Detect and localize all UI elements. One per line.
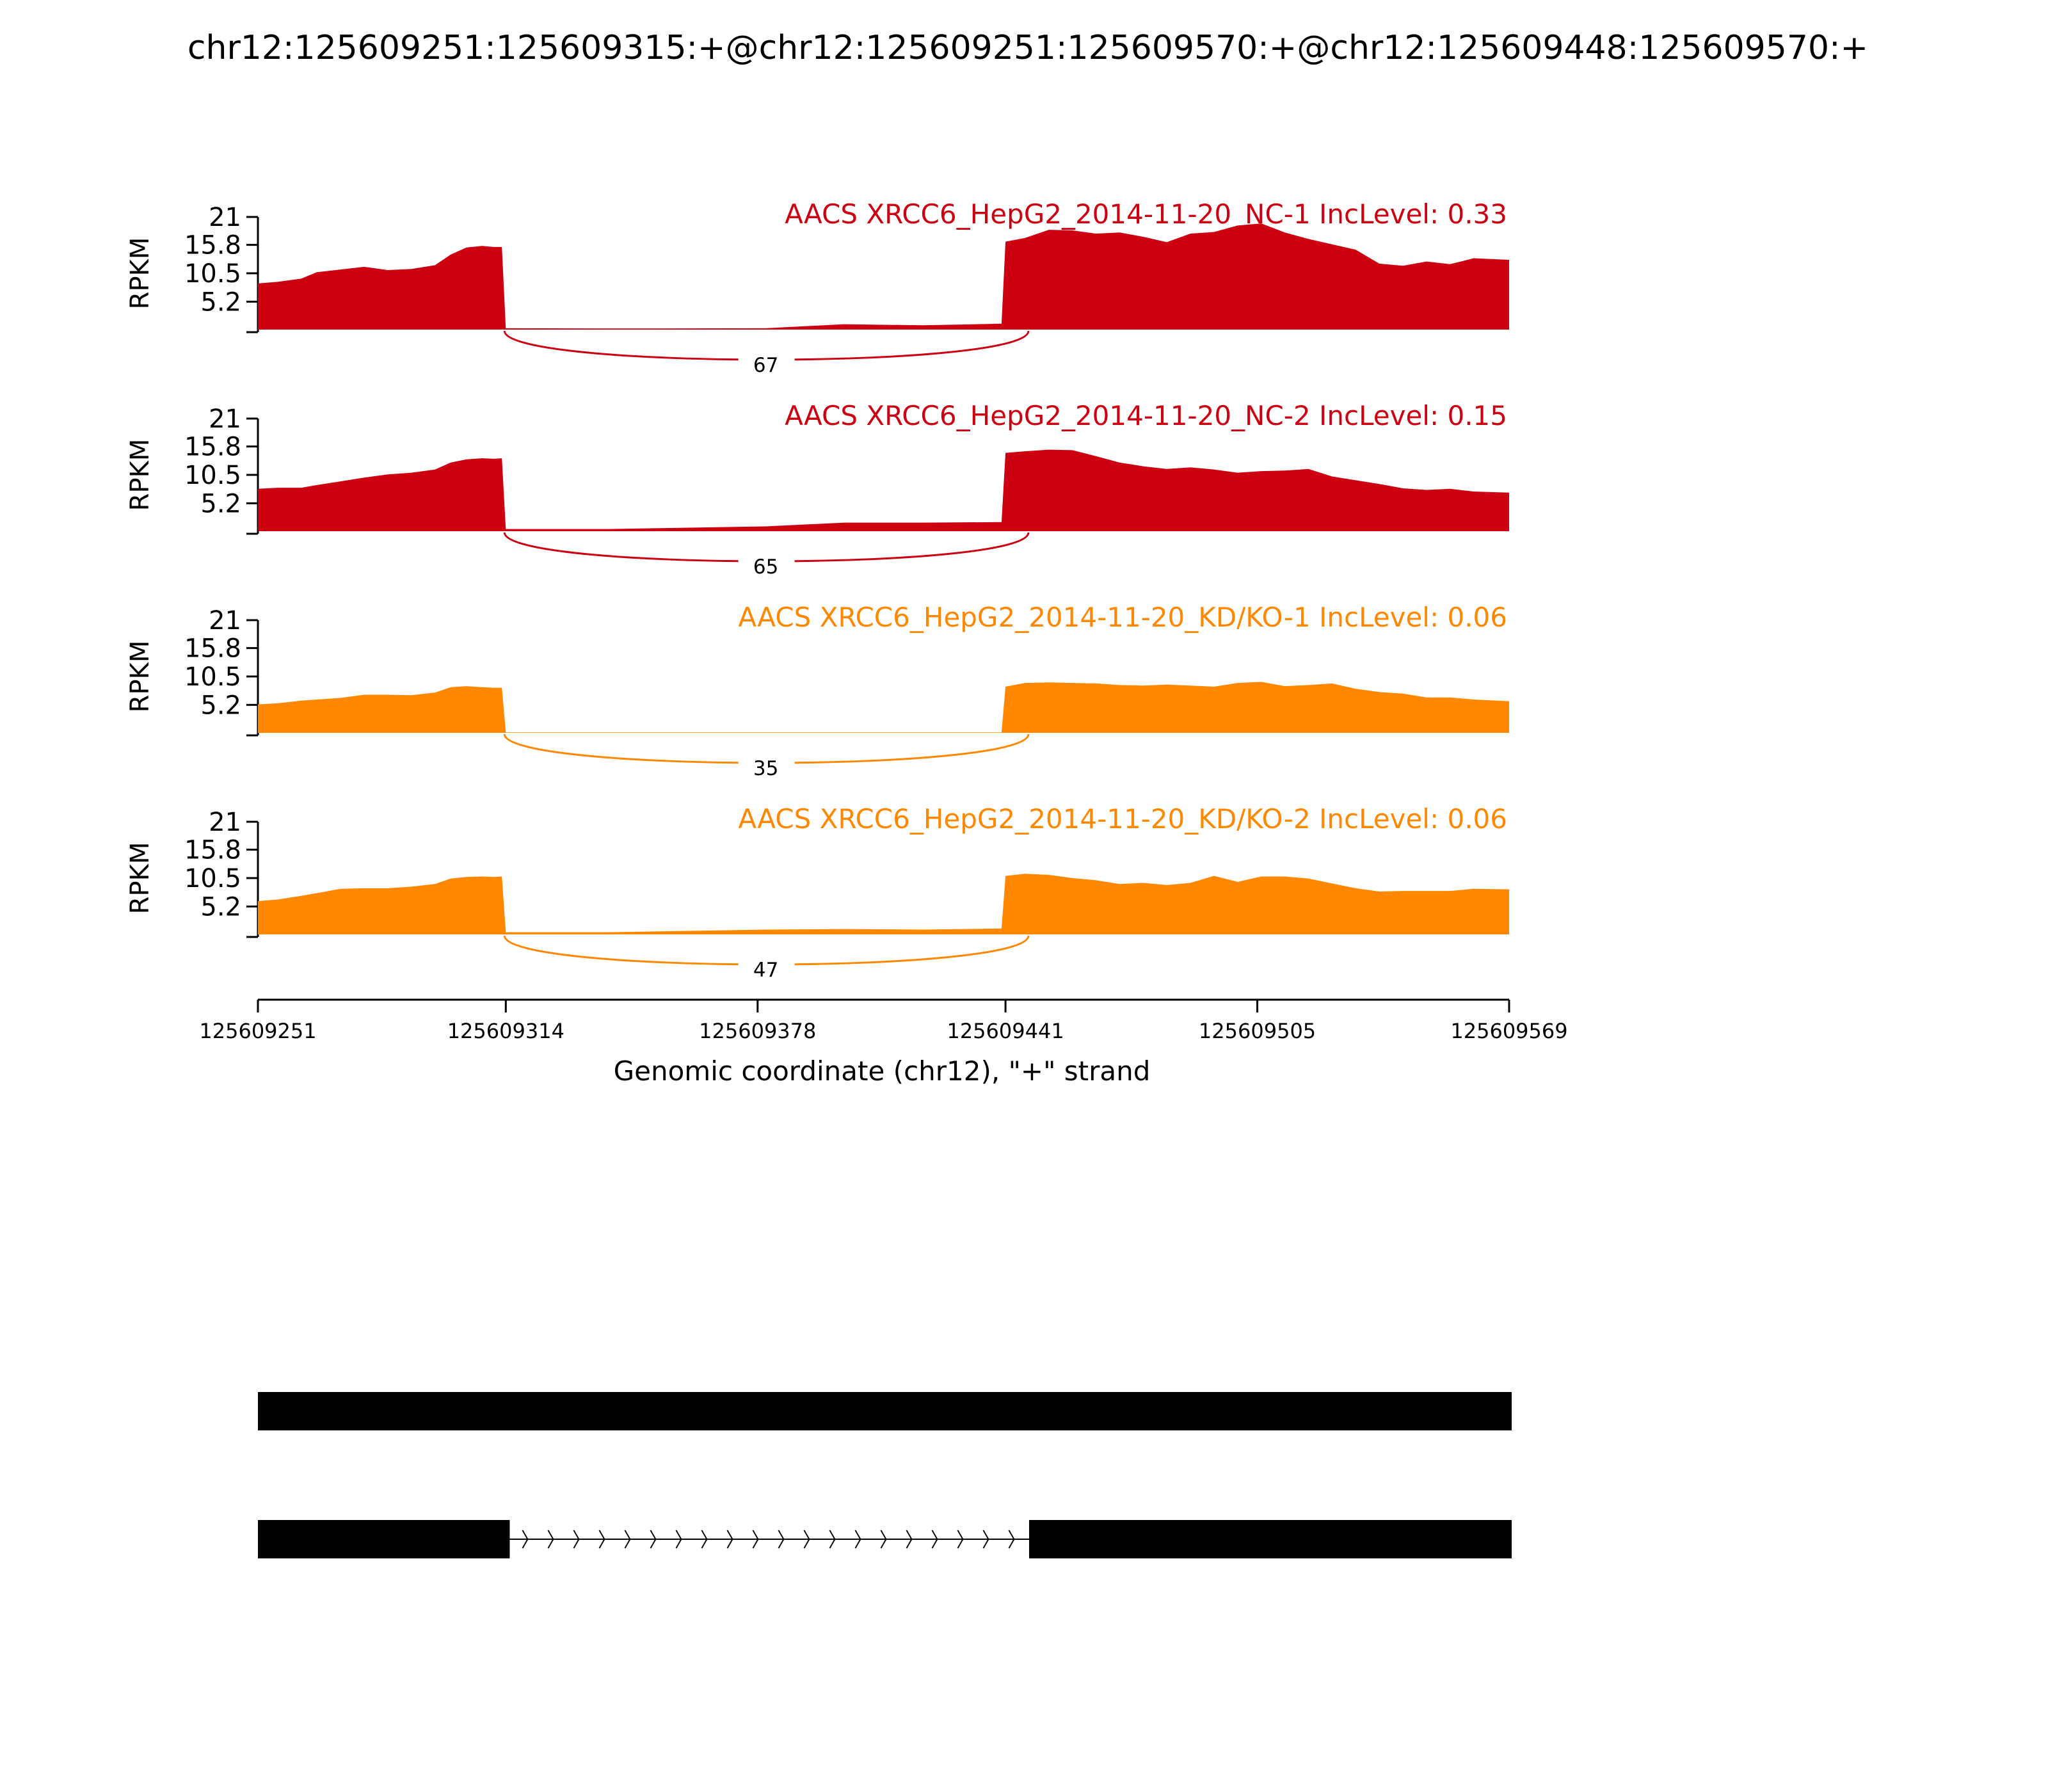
y-tick-label: 10.5 <box>184 864 241 893</box>
coverage-area <box>258 223 1509 330</box>
y-tick-label: 5.2 <box>200 287 241 317</box>
junction-count-bg <box>738 752 795 778</box>
y-tick-label: 15.8 <box>184 231 241 260</box>
strand-arrow <box>624 1530 631 1549</box>
y-tick-label: 10.5 <box>184 259 241 289</box>
junction-count-bg <box>738 550 795 576</box>
coverage-area <box>258 449 1509 531</box>
strand-arrow <box>957 1530 964 1549</box>
junction-count: 35 <box>753 757 778 780</box>
strand-arrow <box>803 1530 810 1549</box>
x-tick-label: 125609378 <box>699 1019 816 1043</box>
isoform-2 <box>258 1520 1512 1558</box>
strand-arrow <box>880 1530 887 1549</box>
y-tick-label: 15.8 <box>184 433 241 462</box>
strand-arrow <box>726 1530 733 1549</box>
coverage-track-3: 5.210.515.821 RPKM AACS XRCC6_HepG2_2014-1… <box>125 602 1509 780</box>
strand-arrow <box>650 1530 657 1549</box>
x-tick-label: 125609251 <box>199 1019 316 1043</box>
y-tick-label: 21 <box>209 404 241 434</box>
strand-arrow <box>906 1530 913 1549</box>
sample-label: AACS XRCC6_HepG2_2014-11-20_KD/KO-2 IncL… <box>738 803 1507 835</box>
junction-count: 65 <box>753 556 778 579</box>
strand-arrow <box>598 1530 605 1549</box>
chart-title: chr12:125609251:125609315:+@chr12:125609… <box>188 29 1868 67</box>
x-tick-label: 125609505 <box>1199 1019 1316 1043</box>
strand-arrow <box>573 1530 580 1549</box>
isoform-structures <box>258 1392 1512 1558</box>
y-axis-label: RPKM <box>125 641 155 713</box>
sample-label: AACS XRCC6_HepG2_2014-11-20_NC-1 IncLeve… <box>785 198 1507 230</box>
x-axis: 125609251 125609314 125609378 125609441 1256… <box>199 998 1568 1043</box>
junction-count-bg <box>738 349 795 374</box>
coverage-area <box>258 682 1509 733</box>
y-tick-label: 21 <box>209 606 241 636</box>
exon-block <box>258 1520 510 1558</box>
strand-arrow <box>522 1530 529 1549</box>
y-tick-label: 10.5 <box>184 662 241 692</box>
strand-arrow <box>675 1530 682 1549</box>
y-axis-label: RPKM <box>125 439 155 511</box>
isoform-1 <box>258 1392 1512 1430</box>
junction-count: 47 <box>753 959 778 982</box>
coverage-area <box>258 874 1509 934</box>
strand-arrow <box>547 1530 554 1549</box>
y-tick-label: 15.8 <box>184 634 241 664</box>
strand-arrow <box>1008 1530 1015 1549</box>
strand-arrow <box>931 1530 938 1549</box>
junction-count: 67 <box>753 354 778 377</box>
x-tick-label: 125609569 <box>1450 1019 1567 1043</box>
x-tick-label: 125609441 <box>947 1019 1064 1043</box>
exon-block <box>1028 1520 1512 1558</box>
y-tick-label: 5.2 <box>200 892 241 922</box>
strand-arrow <box>854 1530 861 1549</box>
y-tick-label: 5.2 <box>200 489 241 518</box>
strand-arrow <box>829 1530 836 1549</box>
strand-arrow <box>752 1530 759 1549</box>
x-axis-label: Genomic coordinate (chr12), "+" strand <box>614 1055 1151 1087</box>
strand-arrow <box>701 1530 708 1549</box>
coverage-track-4: 5.210.515.821 RPKM AACS XRCC6_HepG2_2014-1… <box>125 803 1509 982</box>
y-tick-label: 15.8 <box>184 836 241 865</box>
y-axis-label: RPKM <box>125 237 155 310</box>
strand-arrow <box>778 1530 785 1549</box>
exon-block <box>258 1392 1512 1430</box>
coverage-track-2: 5.210.515.821 RPKM AACS XRCC6_HepG2_2014-1… <box>125 400 1509 579</box>
junction-count-bg <box>738 954 795 979</box>
x-tick-label: 125609314 <box>447 1019 564 1043</box>
coverage-track-1: 5.210.515.821 RPKM AACS XRCC6_HepG2_2014-1… <box>125 198 1509 377</box>
strand-arrow <box>982 1530 989 1549</box>
sample-label: AACS XRCC6_HepG2_2014-11-20_KD/KO-1 IncL… <box>738 602 1507 633</box>
y-tick-label: 21 <box>209 203 241 232</box>
sample-label: AACS XRCC6_HepG2_2014-11-20_NC-2 IncLeve… <box>785 400 1507 431</box>
y-tick-label: 10.5 <box>184 461 241 490</box>
y-tick-label: 5.2 <box>200 691 241 720</box>
y-tick-label: 21 <box>209 808 241 837</box>
y-axis-label: RPKM <box>125 842 155 915</box>
